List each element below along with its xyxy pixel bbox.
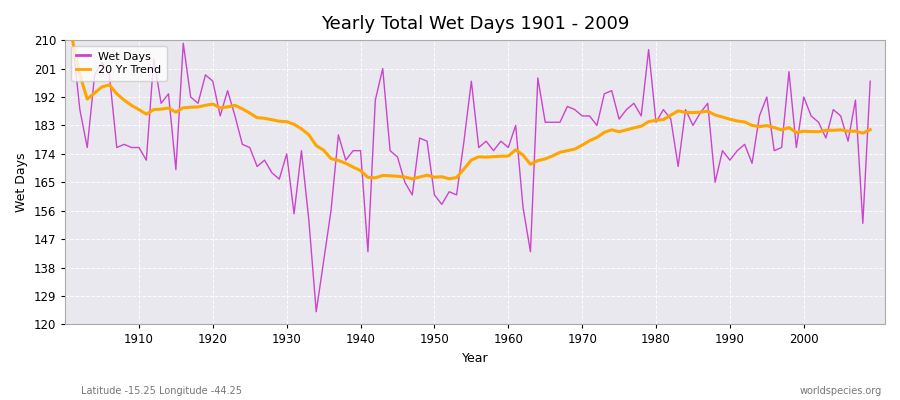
- 20 Yr Trend: [407, 176, 418, 181]
- Text: Latitude -15.25 Longitude -44.25: Latitude -15.25 Longitude -44.25: [81, 386, 242, 396]
- 20 Yr Trend: [598, 130, 609, 135]
- 20 Yr Trend: [510, 147, 521, 152]
- 20 Yr Trend: [126, 103, 137, 108]
- Y-axis label: Wet Days: Wet Days: [15, 152, 28, 212]
- Wet Days: [126, 145, 137, 150]
- Line: Wet Days: Wet Days: [73, 40, 870, 312]
- Wet Days: [598, 92, 609, 96]
- X-axis label: Year: Year: [462, 352, 489, 365]
- Wet Days: [340, 158, 351, 162]
- Title: Yearly Total Wet Days 1901 - 2009: Yearly Total Wet Days 1901 - 2009: [321, 15, 629, 33]
- Wet Days: [68, 38, 78, 42]
- Wet Days: [310, 309, 321, 314]
- Line: 20 Yr Trend: 20 Yr Trend: [73, 40, 870, 179]
- Wet Days: [289, 212, 300, 216]
- 20 Yr Trend: [68, 38, 78, 42]
- Wet Days: [510, 123, 521, 128]
- Wet Days: [865, 79, 876, 84]
- 20 Yr Trend: [333, 158, 344, 163]
- 20 Yr Trend: [865, 127, 876, 132]
- 20 Yr Trend: [503, 154, 514, 158]
- Text: worldspecies.org: worldspecies.org: [800, 386, 882, 396]
- Wet Days: [503, 145, 514, 150]
- 20 Yr Trend: [289, 122, 300, 127]
- Legend: Wet Days, 20 Yr Trend: Wet Days, 20 Yr Trend: [70, 46, 167, 81]
